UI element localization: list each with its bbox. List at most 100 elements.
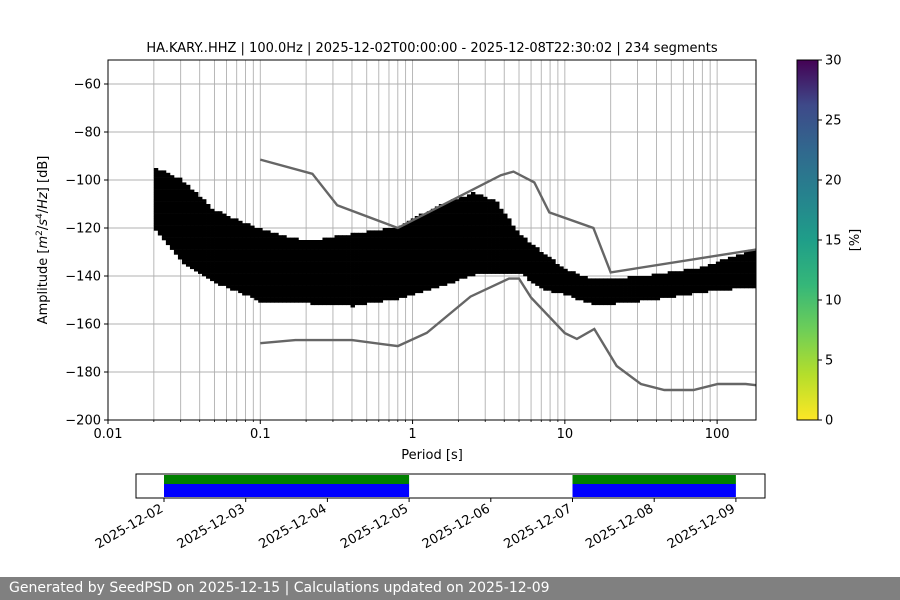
psd-cell <box>185 220 191 224</box>
psd-cell <box>671 285 677 289</box>
psd-cell <box>466 271 472 274</box>
psd-cell <box>214 247 219 250</box>
psd-cell <box>683 290 689 294</box>
psd-cell <box>523 261 528 265</box>
psd-cell <box>189 206 195 210</box>
psd-cell <box>262 249 267 253</box>
psd-cell <box>446 216 452 219</box>
psd-cell <box>386 295 392 298</box>
psd-cell <box>230 266 235 270</box>
psd-cell <box>214 237 219 241</box>
psd-cell <box>479 225 484 229</box>
psd-cell <box>157 192 163 195</box>
psd-cell <box>274 249 279 253</box>
psd-cell <box>563 276 568 279</box>
psd-cell <box>254 232 259 236</box>
psd-cell <box>250 225 255 229</box>
psd-cell <box>270 235 275 238</box>
psd-cell <box>519 254 524 258</box>
psd-cell <box>418 271 424 274</box>
psd-cell <box>173 249 179 253</box>
x-tick-label: 100 <box>705 427 730 442</box>
psd-cell <box>206 232 211 236</box>
psd-cell <box>735 259 741 262</box>
psd-cell <box>338 242 343 246</box>
psd-cell <box>591 280 596 284</box>
psd-cell <box>727 285 733 289</box>
psd-cell <box>169 235 175 238</box>
psd-cell <box>406 228 412 231</box>
psd-cell <box>382 235 388 238</box>
psd-cell <box>318 261 323 265</box>
psd-cell <box>226 228 231 231</box>
psd-cell <box>270 259 275 262</box>
psd-cell <box>751 276 757 279</box>
psd-cell <box>487 228 492 231</box>
psd-cell <box>715 276 721 279</box>
psd-cell <box>442 256 448 260</box>
psd-cell <box>181 182 187 186</box>
y-tick-label: −180 <box>65 366 101 381</box>
psd-cell <box>210 254 215 258</box>
psd-cell <box>294 244 299 248</box>
psd-cell <box>410 292 416 296</box>
psd-cell <box>169 206 175 210</box>
psd-cell <box>274 242 279 246</box>
psd-cell <box>270 256 275 260</box>
psd-cell <box>410 273 416 277</box>
psd-cell <box>438 261 444 265</box>
psd-cell <box>314 302 319 306</box>
psd-cell <box>165 177 171 181</box>
psd-cell <box>210 218 215 222</box>
psd-cell <box>747 283 753 286</box>
psd-cell <box>153 211 159 214</box>
psd-cell <box>370 292 376 296</box>
psd-cell <box>202 242 207 246</box>
psd-cell <box>442 213 448 217</box>
psd-cell <box>547 264 552 267</box>
psd-cell <box>185 204 191 207</box>
psd-cell <box>218 259 223 262</box>
psd-cell <box>611 278 616 282</box>
psd-cell <box>691 283 697 286</box>
psd-cell <box>342 271 347 274</box>
psd-cell <box>169 177 175 181</box>
psd-cell <box>466 201 472 205</box>
psd-cell <box>747 264 753 267</box>
psd-cell <box>663 283 669 286</box>
psd-cell <box>165 172 171 176</box>
psd-cell <box>495 204 500 207</box>
psd-cell <box>579 297 584 301</box>
psd-cell <box>270 268 275 272</box>
psd-cell <box>603 290 608 294</box>
psd-cell <box>302 256 307 260</box>
psd-cell <box>270 247 275 250</box>
psd-cell <box>515 261 520 265</box>
psd-cell <box>234 285 239 289</box>
psd-cell <box>703 288 709 291</box>
psd-cell <box>198 228 203 231</box>
psd-cell <box>246 223 251 226</box>
psd-cell <box>218 237 223 241</box>
psd-cell <box>382 242 388 246</box>
psd-cell <box>503 218 508 222</box>
psd-cell <box>342 244 347 248</box>
psd-cell <box>511 254 516 258</box>
psd-cell <box>575 295 580 298</box>
psd-cell <box>318 297 323 301</box>
psd-cell <box>282 240 287 243</box>
psd-cell <box>350 302 355 306</box>
psd-cell <box>250 264 255 267</box>
psd-cell <box>177 220 183 224</box>
psd-cell <box>342 273 347 277</box>
psd-cell <box>258 264 263 267</box>
psd-cell <box>438 228 444 231</box>
psd-cell <box>342 256 347 260</box>
psd-cell <box>370 259 376 262</box>
psd-cell <box>153 213 159 217</box>
psd-cell <box>169 180 175 183</box>
psd-cell <box>523 252 528 255</box>
psd-cell <box>398 235 404 238</box>
psd-cell <box>727 283 733 286</box>
psd-cell <box>242 225 247 229</box>
